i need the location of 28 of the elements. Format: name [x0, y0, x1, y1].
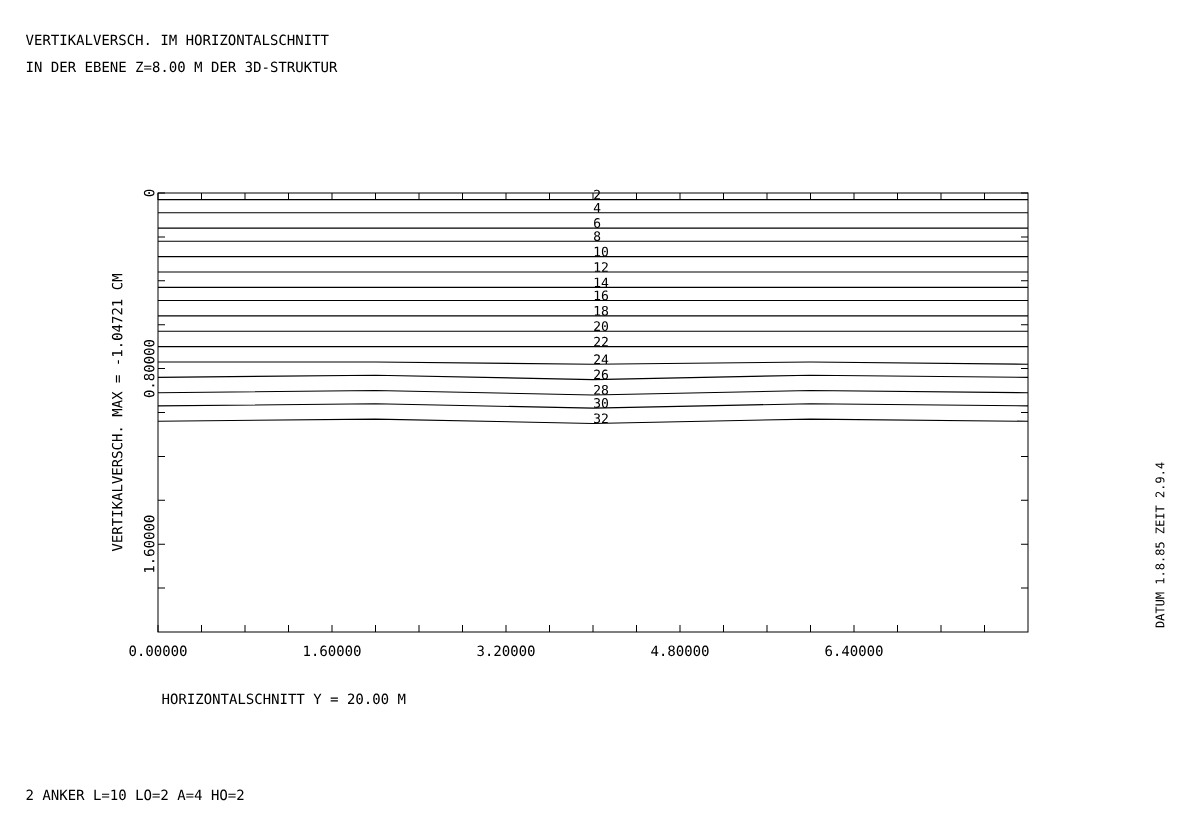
x-tick-label: 6.40000 — [825, 645, 883, 657]
series-label: 12 — [594, 262, 608, 272]
series-label: 20 — [594, 321, 609, 332]
series-label: 26 — [594, 369, 609, 380]
series-label: 18 — [594, 305, 609, 316]
series-label: 30 — [594, 398, 609, 408]
series-label: 8 — [594, 231, 601, 242]
x-tick-label: 0.00000 — [129, 645, 187, 657]
x-tick-label: 4.80000 — [651, 645, 709, 657]
chart-subtitle: IN DER EBENE Z=8.00 M DER 3D-STRUKTUR — [26, 61, 338, 73]
y-tick-label: 1.60000 — [143, 515, 155, 573]
y-axis-title: VERTIKALVERSCH. MAX = -1.04721 CM — [111, 274, 123, 552]
x-axis-title: HORIZONTALSCHNITT Y = 20.00 M — [162, 693, 406, 705]
series-label: 10 — [594, 246, 609, 257]
series-label: 4 — [593, 203, 601, 213]
series-label: 6 — [594, 218, 601, 228]
series-label: 14 — [594, 277, 609, 288]
series-label: 32 — [594, 413, 608, 424]
series-label: 16 — [594, 290, 609, 301]
x-tick-label: 1.60000 — [304, 645, 361, 657]
chart-title: VERTIKALVERSCH. IM HORIZONTALSCHNITT — [25, 34, 329, 46]
x-tick-label: 3.20000 — [477, 645, 535, 657]
series-label: 28 — [594, 384, 609, 395]
y-tick-label: 0.80000 — [143, 340, 155, 398]
series-label: 24 — [594, 354, 609, 365]
text: 2 ANKER L=10 LO=2 A=4 HO=2 — [26, 789, 244, 801]
text: DATUM 1.8.85 ZEIT 2.9.4 — [1155, 462, 1165, 628]
y-tick-label: 0 — [143, 189, 155, 197]
